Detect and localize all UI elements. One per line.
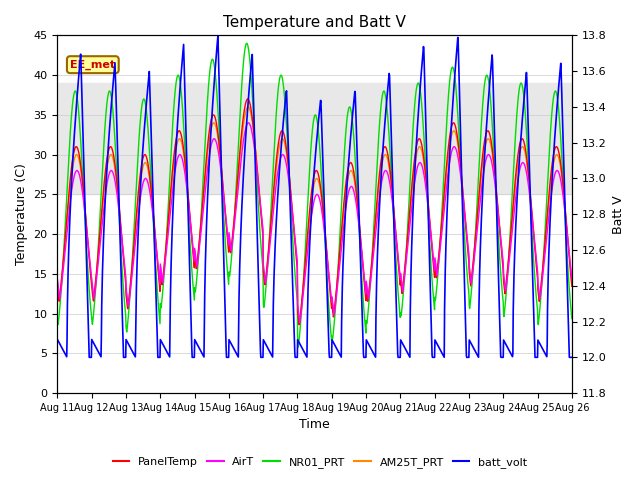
Legend: PanelTemp, AirT, NR01_PRT, AM25T_PRT, batt_volt: PanelTemp, AirT, NR01_PRT, AM25T_PRT, ba… [108, 452, 532, 472]
Y-axis label: Batt V: Batt V [612, 195, 625, 234]
Title: Temperature and Batt V: Temperature and Batt V [223, 15, 406, 30]
Y-axis label: Temperature (C): Temperature (C) [15, 163, 28, 265]
Bar [58, 83, 572, 194]
Text: EE_met: EE_met [70, 60, 115, 70]
X-axis label: Time: Time [300, 419, 330, 432]
